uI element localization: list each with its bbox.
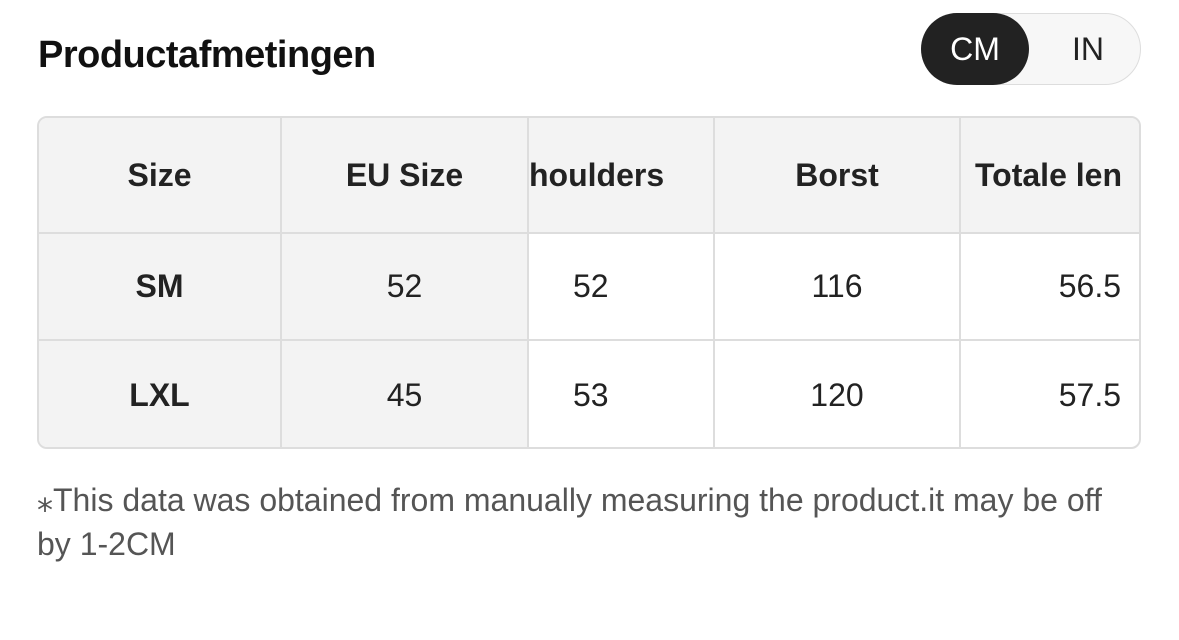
unit-cm[interactable]: CM	[921, 13, 1029, 85]
column-header: Size	[39, 118, 282, 234]
table-cell: 52	[529, 234, 715, 341]
table-cell: 120	[715, 341, 961, 447]
title: Productafmetingen	[38, 34, 376, 76]
row-header: LXL	[39, 341, 282, 447]
size-table: Size EU Size houlders Borst Totale len SM 52 52…	[37, 116, 1141, 449]
column-header: houlders	[529, 118, 715, 234]
table-cell: 116	[715, 234, 961, 341]
table-cell: 45	[282, 341, 529, 447]
table-cell: 52	[282, 234, 529, 341]
column-header: EU Size	[282, 118, 529, 234]
column-header: Borst	[715, 118, 961, 234]
row-header: SM	[39, 234, 282, 341]
table-cell: 56.5	[961, 234, 1139, 341]
unit-toggle: CM IN	[921, 13, 1141, 85]
column-header: Totale len	[961, 118, 1139, 234]
unit-in[interactable]: IN	[1072, 31, 1104, 67]
table-cell: 53	[529, 341, 715, 447]
table-cell: 57.5	[1058, 376, 1121, 413]
note: ⁎This data was obtained from manually me…	[37, 482, 1102, 562]
